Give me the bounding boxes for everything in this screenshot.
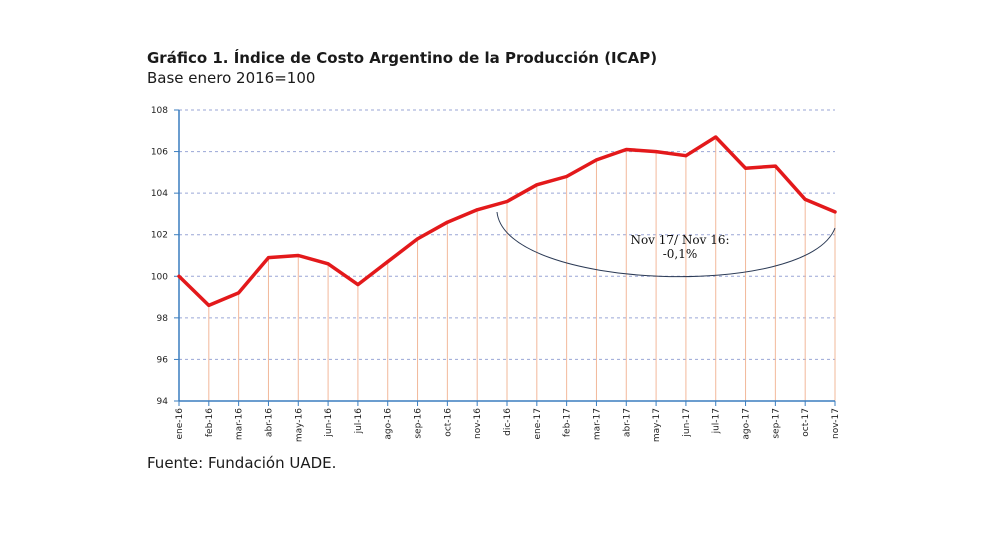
x-tick-label: nov-17: [831, 408, 841, 439]
y-tick-label: 108: [151, 106, 168, 116]
data-point: [714, 135, 718, 139]
data-point: [684, 154, 688, 158]
source-note: Fuente: Fundación UADE.: [147, 454, 337, 472]
series-layer: [177, 135, 837, 308]
annotation-line-2: -0,1%: [663, 247, 698, 261]
x-tick-label: ago-17: [742, 408, 752, 440]
data-point: [833, 210, 837, 214]
data-point: [207, 303, 211, 307]
x-tick-label: ene-17: [533, 408, 543, 439]
data-point: [356, 283, 360, 287]
y-tick-label: 102: [151, 231, 168, 241]
x-tick-label: oct-17: [801, 408, 811, 437]
data-point: [505, 199, 509, 203]
data-point: [744, 166, 748, 170]
x-tick-label: ene-16: [175, 408, 185, 440]
y-tick-label: 98: [157, 314, 169, 324]
gridlines: [179, 109, 835, 360]
data-point: [266, 256, 270, 260]
x-tick-label: sep-17: [771, 408, 781, 439]
drop-lines: [178, 137, 836, 401]
x-tick-label: mar-16: [235, 408, 245, 440]
annotation-arc: [496, 211, 836, 278]
y-tick-label: 96: [157, 355, 169, 365]
x-tick-label: may-16: [294, 408, 304, 442]
data-point: [386, 260, 390, 264]
x-tick-labels: ene-16 feb-16 mar-16 abr-16 may-16 jun-16 jul-…: [175, 408, 841, 442]
x-tick-label: jul-17: [712, 408, 722, 434]
x-tick-label: jun-16: [324, 408, 334, 438]
data-point: [177, 274, 181, 278]
x-tick-label: feb-16: [205, 408, 215, 437]
y-tick-label: 100: [151, 272, 168, 282]
x-tick-label: mar-17: [592, 408, 602, 440]
chart-subtitle: Base enero 2016=100: [147, 69, 316, 87]
x-tick-label: feb-17: [563, 408, 573, 437]
annotation-line-1: Nov 17/ Nov 16:: [630, 233, 729, 247]
x-tick-label: oct-16: [443, 408, 453, 437]
x-tick-label: sep-16: [414, 408, 424, 439]
data-point: [326, 262, 330, 266]
x-tick-label: jul-16: [354, 408, 364, 435]
chart-title: Gráfico 1. Índice de Costo Argentino de …: [147, 49, 658, 67]
data-point: [445, 220, 449, 224]
x-tick-label: abr-17: [622, 408, 632, 437]
axes: [174, 109, 836, 406]
data-point: [803, 197, 807, 201]
y-tick-label: 104: [151, 189, 168, 199]
data-point: [535, 183, 539, 187]
y-tick-labels: 94 96 98 100 102 104 106 108: [151, 106, 168, 407]
data-point: [296, 254, 300, 257]
x-tick-label: nov-16: [473, 408, 483, 439]
x-tick-label: dic-16: [503, 408, 513, 436]
data-point: [654, 150, 658, 154]
data-point: [416, 237, 420, 241]
data-point: [594, 158, 598, 162]
data-point: [624, 147, 628, 151]
x-tick-label: ago-16: [384, 408, 394, 440]
x-tick-label: abr-16: [264, 408, 274, 437]
data-point: [475, 208, 479, 212]
data-point: [773, 164, 777, 168]
x-tick-label: jun-17: [682, 408, 692, 438]
y-tick-label: 106: [151, 148, 168, 158]
x-tick-label: may-17: [652, 408, 662, 442]
data-point: [237, 291, 241, 295]
y-tick-label: 94: [157, 397, 169, 407]
data-point: [565, 175, 569, 179]
annotation: Nov 17/ Nov 16: -0,1%: [496, 211, 836, 278]
